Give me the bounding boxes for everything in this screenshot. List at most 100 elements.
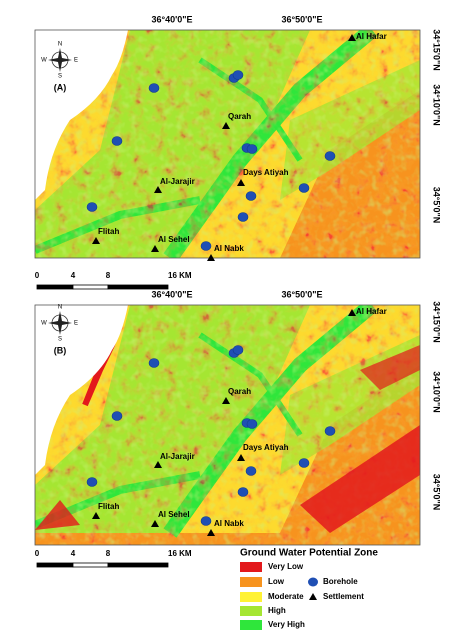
compass-letter: E [74,58,78,64]
borehole [245,466,257,476]
settlement-label: Al Hafar [356,307,387,316]
legend-swatch [240,592,262,602]
scale-label: 4 [71,549,76,558]
settlement [207,529,215,536]
legend-swatch [240,606,262,616]
compass-letter: E [74,321,78,327]
borehole [111,136,123,146]
settlement-label: Days Atiyah [243,168,289,177]
zone-very-low [360,345,420,390]
borehole [237,487,249,497]
scale-segment [36,562,74,568]
borehole [298,458,310,468]
scale-label: 0 [35,271,40,280]
settlement-label: Qarah [228,112,251,121]
latitude-label: 34°5'0"N [432,187,442,224]
legend-label: Very High [268,620,305,629]
legend-label: Borehole [323,577,358,586]
coast-white [35,305,128,475]
longitude-label: 36°40'0"E [151,14,192,24]
borehole [86,202,98,212]
latitude-label: 34°10'0"N [432,84,442,126]
borehole [232,70,244,80]
borehole [324,426,336,436]
settlement [92,237,100,244]
legend-label: High [268,606,286,615]
scale-label: 4 [71,271,76,280]
scale-segment [107,562,169,568]
legend-swatch [240,562,262,572]
legend-settlement [309,593,317,600]
longitude-label: 36°40'0"E [151,289,192,299]
map-frame [34,29,421,259]
latitude-label: 34°15'0"N [432,29,442,71]
borehole [200,241,212,251]
settlement-label: Al-Jarajir [160,177,195,186]
settlement [348,309,356,316]
settlement [348,34,356,41]
panel-label: (A) [54,82,67,92]
settlement-label: Flitah [98,502,119,511]
settlement [237,179,245,186]
coast-white [35,30,128,200]
borehole [148,83,160,93]
settlement [207,254,215,261]
borehole [246,144,258,154]
settlement [237,454,245,461]
latitude-label: 34°10'0"N [432,371,442,413]
settlement-label: Al Nabk [214,519,244,528]
map-frame [34,304,421,546]
compass-letter: W [41,58,47,64]
compass-letter: W [41,321,47,327]
settlement-label: Al Nabk [214,244,244,253]
latitude-label: 34°5'0"N [432,474,442,511]
settlement [151,245,159,252]
legend-swatch [240,620,262,630]
legend-label: Very Low [268,562,304,571]
borehole [246,419,258,429]
borehole [237,212,249,222]
settlement-label: Al Sehel [158,235,190,244]
settlement [154,186,162,193]
zone-very-low [300,425,420,533]
borehole [232,345,244,355]
compass-star [48,48,72,72]
map [35,305,420,545]
latitude-label: 34°15'0"N [432,301,442,343]
borehole [200,516,212,526]
legend-label: Moderate [268,592,304,601]
map [35,30,420,258]
panel-label: (B) [54,345,67,355]
settlement-label: Al Hafar [356,32,387,41]
longitude-label: 36°50'0"E [281,14,322,24]
settlement [154,461,162,468]
settlement [151,520,159,527]
compass-star [48,311,72,335]
scale-segment [72,562,109,568]
settlement-label: Qarah [228,387,251,396]
settlement [222,397,230,404]
borehole [245,191,257,201]
scale-segment [107,284,169,290]
legend-borehole [308,577,318,587]
scale-label: 16 KM [168,549,192,558]
settlement-label: Flitah [98,227,119,236]
borehole [86,477,98,487]
settlement-label: Al-Jarajir [160,452,195,461]
settlement-label: Days Atiyah [243,443,289,452]
settlement [92,512,100,519]
scale-segment [72,284,109,290]
borehole [148,358,160,368]
scale-label: 16 KM [168,271,192,280]
compass-letter: S [58,337,62,343]
longitude-label: 36°50'0"E [281,289,322,299]
borehole [324,151,336,161]
zone-very-low [35,500,80,530]
borehole [298,183,310,193]
legend-swatch [240,577,262,587]
legend-title: Ground Water Potential Zone [240,548,378,559]
scale-segment [36,284,74,290]
borehole [111,411,123,421]
legend-label: Low [268,577,285,586]
